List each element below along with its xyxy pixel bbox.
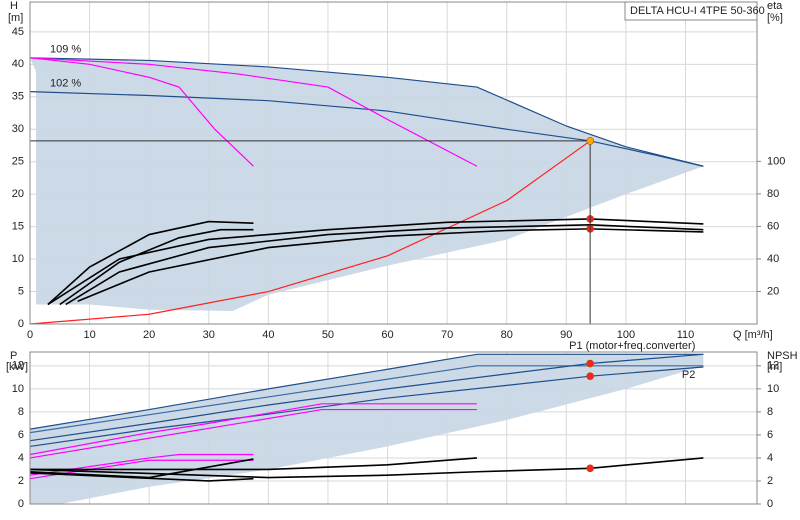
curve [29, 459, 254, 480]
y2-tick-label: 40 [767, 253, 779, 265]
series-label: P2 [682, 369, 695, 381]
x-tick-label: 10 [83, 329, 95, 341]
x-tick-label: 0 [27, 329, 33, 341]
curve [29, 57, 254, 167]
y-unit: [m] [8, 12, 23, 24]
y-tick-label: 0 [18, 318, 24, 330]
curve [29, 472, 254, 482]
y-tick-label: 0 [18, 498, 24, 510]
x-tick-label: 80 [501, 329, 513, 341]
series-label: 109 % [50, 44, 81, 56]
y2-tick-label: 100 [767, 155, 785, 167]
y-tick-label: 10 [12, 253, 24, 265]
y2-tick-label: 4 [767, 452, 773, 464]
curve [29, 90, 704, 167]
curve [29, 408, 477, 459]
y2-tick-label: 80 [767, 188, 779, 200]
y2-label: NPSH [767, 350, 798, 362]
curve [29, 457, 704, 479]
y-tick-label: 40 [12, 58, 24, 70]
curve [30, 457, 477, 471]
layer [29, 2, 757, 505]
y2-tick-label: 0 [767, 498, 773, 510]
y2-tick-label: 20 [767, 285, 779, 297]
y-tick-label: 45 [12, 26, 24, 38]
y-label: H [10, 0, 18, 12]
y2-label: eta [767, 0, 783, 12]
y2-tick-label: 12 [767, 360, 779, 372]
operating-point [586, 137, 594, 145]
y2-tick-label: 2 [767, 475, 773, 487]
y-tick-label: 5 [18, 285, 24, 297]
y2-unit: [m] [767, 361, 782, 373]
y2-tick-label: 10 [767, 383, 779, 395]
area [30, 57, 704, 312]
y-tick-label: 25 [12, 156, 24, 168]
y-tick-label: 12 [12, 360, 24, 372]
x-tick-label: 110 [677, 329, 695, 341]
y-tick-label: 6 [18, 429, 24, 441]
y-tick-label: 20 [12, 188, 24, 200]
y2-tick-label: 60 [767, 220, 779, 232]
title-box [624, 1, 758, 21]
operating-point [586, 359, 594, 368]
y-tick-label: 15 [12, 221, 24, 233]
x-tick-label: 70 [441, 329, 453, 341]
series-label: 102 % [50, 77, 81, 89]
y-tick-label: 30 [12, 123, 24, 135]
chart-title: DELTA HCU-I 4TPE 50-360 [630, 5, 765, 17]
y-tick-label: 4 [18, 452, 24, 464]
x-tick-label: 20 [143, 329, 155, 341]
curve [29, 453, 254, 476]
y2-tick-label: 8 [767, 406, 773, 418]
area [30, 354, 704, 504]
y2-unit: [%] [767, 12, 783, 24]
curve [29, 57, 478, 167]
curve [29, 57, 704, 167]
x-tick-label: 40 [262, 329, 274, 341]
operating-point [586, 372, 594, 380]
top-frame [29, 1, 758, 325]
y-label: P [10, 350, 17, 362]
x-tick-label: 100 [617, 329, 635, 341]
curve [59, 228, 254, 306]
curve [29, 353, 704, 430]
x-tick-label: 60 [381, 329, 393, 341]
y2-tick-label: 6 [767, 429, 773, 441]
series-label: P1 (motor+freq.converter) [569, 340, 695, 352]
y-tick-label: 10 [12, 383, 24, 395]
x-tick-label: 90 [560, 329, 572, 341]
curve [47, 220, 254, 306]
operating-point [586, 464, 594, 473]
y-unit: [kW] [6, 361, 28, 373]
x-label: Q [m³/h] [733, 329, 773, 341]
curve [29, 140, 591, 325]
x-tick-label: 30 [203, 329, 215, 341]
x-tick-label: 50 [322, 329, 334, 341]
y-tick-label: 8 [18, 406, 24, 418]
y-tick-label: 2 [18, 475, 24, 487]
curve [29, 403, 477, 456]
bottom-frame [29, 351, 758, 505]
y-tick-label: 35 [12, 91, 24, 103]
